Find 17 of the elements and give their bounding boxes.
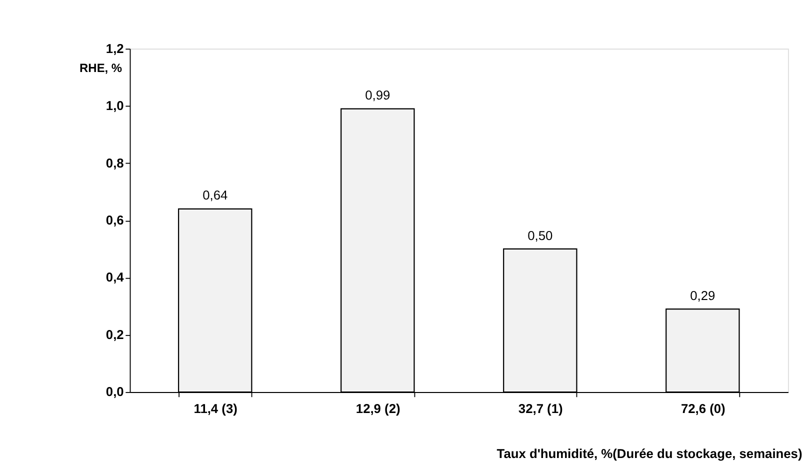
- data-label: 0,29: [690, 288, 716, 303]
- y-tick-label: 0,2: [106, 326, 124, 342]
- x-tick-label: 11,4 (3): [194, 400, 238, 416]
- y-axis-title: RHE, %: [80, 61, 122, 76]
- data-label: 0,99: [365, 88, 390, 103]
- y-tick-label: 0,0: [106, 384, 124, 400]
- y-tick-label: 1,2: [106, 40, 124, 56]
- y-tick-label: 1,0: [106, 98, 124, 114]
- y-tick-label: 0,8: [106, 155, 124, 170]
- y-tick-label: 0,4: [106, 270, 125, 285]
- x-tick-label: 12,9 (2): [356, 400, 400, 416]
- x-tick-label: 32,7 (1): [518, 400, 563, 416]
- x-axis-title: Taux d'humidité, %(Durée du stockage, semaines): [496, 446, 802, 461]
- data-label: 0,64: [202, 188, 228, 203]
- data-label: 0,50: [528, 228, 553, 243]
- x-tick-label: 72,6 (0): [680, 400, 726, 416]
- y-tick-label: 0,6: [106, 212, 124, 228]
